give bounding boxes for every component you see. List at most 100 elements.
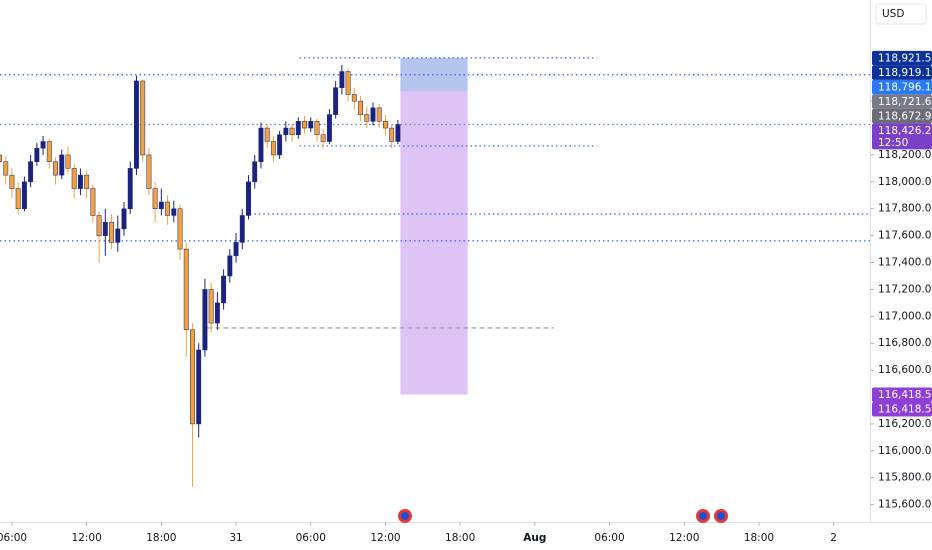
candle-body xyxy=(289,127,295,136)
candle-body xyxy=(90,188,96,216)
candle-body xyxy=(121,208,127,230)
x-tick-label: 12:00 xyxy=(72,532,102,544)
price-label: 118,721.65 xyxy=(878,96,932,108)
price-label: 118,921.50 xyxy=(878,52,932,64)
candle-body xyxy=(246,181,251,216)
candle-body xyxy=(283,127,289,136)
x-tick-label: 18:00 xyxy=(146,532,176,544)
candle-body xyxy=(28,161,34,183)
y-tick-label: 117,400.00 xyxy=(878,257,932,269)
candle-body xyxy=(227,255,233,277)
price-label-box xyxy=(872,108,932,124)
candle-body xyxy=(34,147,40,162)
x-tick-label: 2 xyxy=(830,532,837,544)
price-label-box xyxy=(872,65,932,80)
x-tick-label: 06:00 xyxy=(296,532,326,544)
candle-body xyxy=(183,248,189,331)
candle-body xyxy=(302,121,307,129)
candle-body xyxy=(345,71,351,95)
candle-body xyxy=(146,154,152,189)
candle-body xyxy=(308,121,314,129)
stop-zone xyxy=(400,57,468,92)
candle-body xyxy=(109,221,115,243)
candle-body xyxy=(376,107,382,122)
candle-body xyxy=(9,174,15,189)
price-label: 118,919.14 xyxy=(878,67,932,79)
candle-body xyxy=(190,329,195,425)
candle-body xyxy=(214,302,220,324)
candle-body xyxy=(382,121,388,129)
candle-body xyxy=(134,80,139,169)
candle-body xyxy=(65,154,71,169)
event-icon-inner xyxy=(401,512,409,520)
candle-body xyxy=(252,161,258,183)
price-label-box xyxy=(872,387,932,403)
candle-body xyxy=(233,242,239,257)
y-tick-label: 117,600.00 xyxy=(878,230,932,242)
candle-body xyxy=(21,181,27,209)
candle-body xyxy=(295,121,301,136)
candle-body xyxy=(53,161,58,176)
candle-body xyxy=(127,168,133,209)
candle-body xyxy=(171,208,177,216)
price-label-box xyxy=(872,402,932,417)
candle-body xyxy=(140,80,146,156)
candle-body xyxy=(351,94,357,102)
price-label: 116,418.57 xyxy=(878,389,932,401)
candle-body xyxy=(270,141,276,156)
x-tick-label: Aug xyxy=(523,532,546,544)
price-label-box xyxy=(872,79,932,95)
candle-body xyxy=(277,134,283,156)
y-tick-label: 115,800.00 xyxy=(878,472,932,484)
y-tick-label: 116,000.00 xyxy=(878,445,932,457)
event-icons xyxy=(398,509,728,523)
price-label: 118,672.93 xyxy=(878,110,932,122)
event-icon-inner xyxy=(699,512,707,520)
price-label: 116,418.57 xyxy=(878,404,932,416)
x-tick-label: 31 xyxy=(229,532,242,544)
candle-body xyxy=(339,71,345,88)
candle-body xyxy=(202,289,208,351)
x-tick-label: 06:00 xyxy=(0,532,27,544)
candle-body xyxy=(264,127,270,142)
candle-body xyxy=(395,124,401,142)
candle-body xyxy=(96,215,102,236)
candle-body xyxy=(115,228,121,243)
x-tick-label: 06:00 xyxy=(594,532,624,544)
y-tick-label: 116,200.00 xyxy=(878,418,932,430)
y-tick-label: 115,600.00 xyxy=(878,499,932,511)
price-label: 118,426.25 xyxy=(878,125,932,137)
y-tick-label: 117,200.00 xyxy=(878,283,932,295)
x-tick-label: 18:00 xyxy=(445,532,475,544)
candle-body xyxy=(3,161,9,176)
y-tick-label: 117,800.00 xyxy=(878,203,932,215)
currency: USD xyxy=(882,8,904,20)
x-tick-label: 18:00 xyxy=(744,532,774,544)
x-tick-label: 12:00 xyxy=(669,532,699,544)
candle-body xyxy=(84,174,90,189)
target-zone xyxy=(400,91,468,395)
currency-box[interactable] xyxy=(875,3,927,25)
y-tick-label: 118,000.00 xyxy=(878,176,932,188)
price-label-box xyxy=(872,94,932,109)
candle-body xyxy=(0,154,2,162)
price-label-box xyxy=(872,50,932,66)
event-icon-inner xyxy=(717,512,725,520)
price-label-box xyxy=(872,123,932,150)
candle-body xyxy=(15,188,21,209)
candle-body xyxy=(40,141,46,149)
candle-body xyxy=(326,114,332,142)
candle-body xyxy=(102,221,108,236)
x-tick-label: 12:00 xyxy=(370,532,400,544)
y-tick-label: 117,000.00 xyxy=(878,310,932,322)
candle-body xyxy=(152,188,158,209)
y-tick-label: 116,800.00 xyxy=(878,337,932,349)
candle-body xyxy=(77,174,83,189)
candle-body xyxy=(177,208,183,250)
candle-body xyxy=(221,275,227,304)
candle-body xyxy=(165,201,171,216)
candle-body xyxy=(370,107,376,122)
candle-body xyxy=(46,141,52,162)
candle-body xyxy=(320,134,326,142)
